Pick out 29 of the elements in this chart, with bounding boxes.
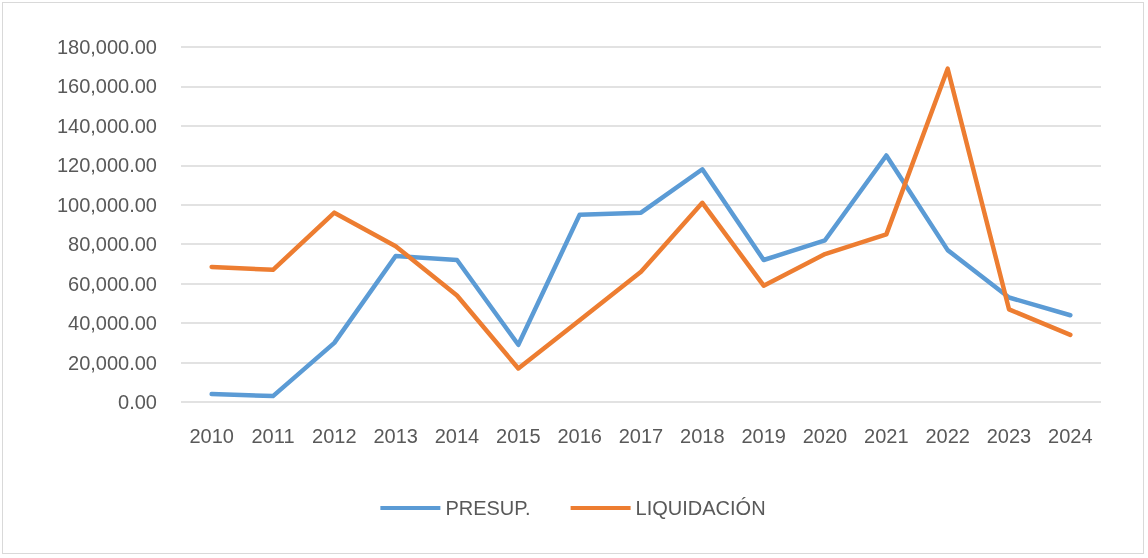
y-tick-label: 120,000.00 [56, 154, 157, 177]
legend-label: LIQUIDACIÓN [635, 497, 766, 519]
x-tick-label: 2011 [251, 425, 295, 447]
y-tick-label: 80,000.00 [68, 233, 157, 256]
line-series [209, 153, 1073, 399]
x-tick-label: 2021 [864, 425, 909, 447]
x-tick-label: 2020 [802, 425, 848, 447]
x-tick-label: 2018 [680, 425, 725, 447]
x-tick-label: 2015 [496, 425, 541, 447]
y-tick-label: 60,000.00 [68, 272, 157, 295]
y-tick-label: 0.00 [118, 391, 157, 413]
y-tick-label: 20,000.00 [68, 351, 157, 374]
y-tick-label: 180,000.00 [56, 36, 157, 58]
y-tick-label: 160,000.00 [56, 75, 157, 98]
x-tick-label: 2014 [434, 425, 480, 447]
x-tick-label: 2010 [189, 425, 234, 447]
x-tick-label: 2017 [618, 425, 664, 447]
y-tick-label: 140,000.00 [56, 114, 157, 137]
line-series [209, 66, 1073, 371]
x-tick-label: 2024 [1048, 425, 1093, 447]
x-tick-label: 2013 [373, 425, 418, 447]
legend-label: PRESUP. [445, 497, 531, 519]
x-tick-label: 2023 [986, 425, 1032, 447]
x-tick-label: 2016 [557, 425, 602, 447]
y-tick-label: 40,000.00 [68, 312, 157, 335]
x-tick-label: 2022 [925, 425, 970, 447]
x-tick-label: 2012 [312, 425, 357, 447]
y-tick-label: 100,000.00 [56, 193, 157, 216]
x-tick-label: 2019 [741, 425, 786, 447]
